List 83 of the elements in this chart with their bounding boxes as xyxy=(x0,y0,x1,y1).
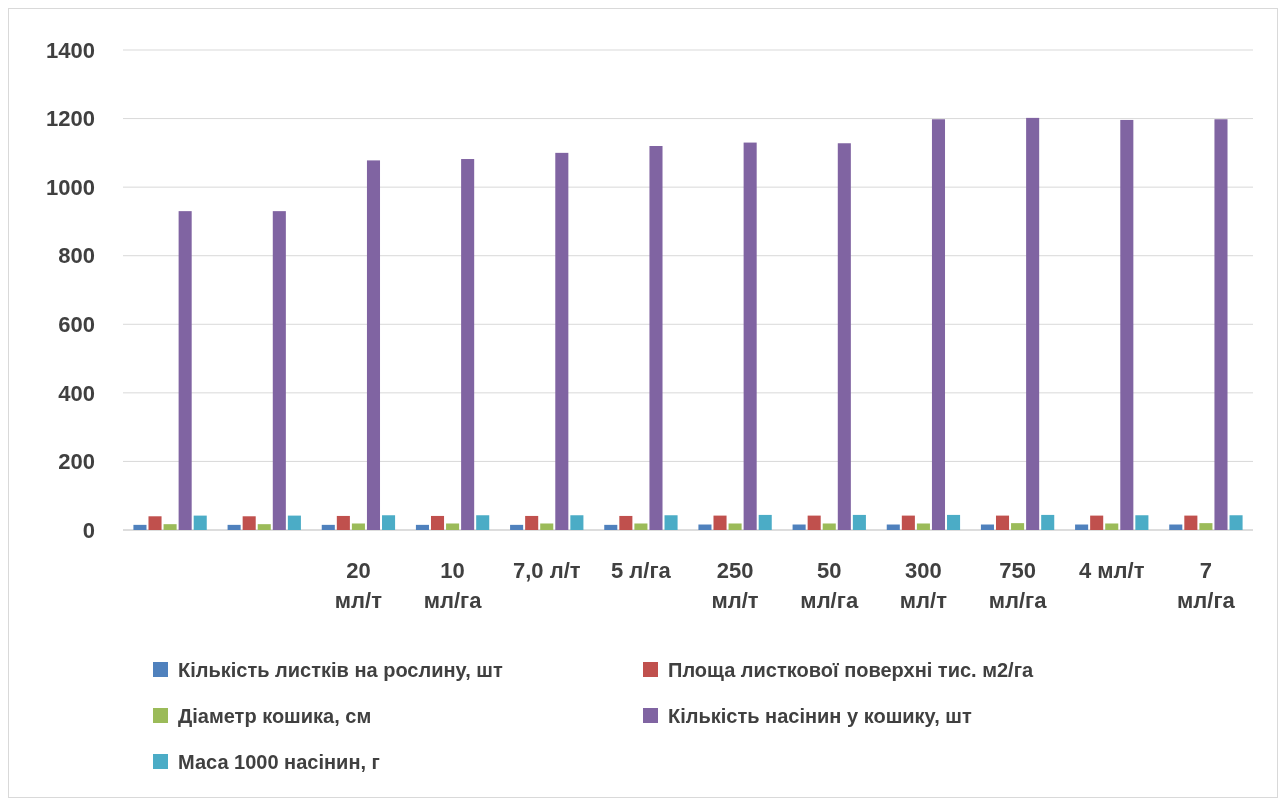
x-tick-label: 300 мл/т xyxy=(899,558,948,613)
bar xyxy=(287,515,301,530)
bar xyxy=(366,160,381,530)
legend-label: Кількість насінин у кошику, шт xyxy=(668,705,973,727)
x-tick-label: 50 мл/га xyxy=(800,558,859,613)
bar xyxy=(1011,523,1025,530)
legend-label: Діаметр кошика, см xyxy=(178,705,372,727)
bar xyxy=(947,514,961,530)
bar xyxy=(995,515,1010,530)
bar xyxy=(649,146,663,530)
bar xyxy=(916,523,930,530)
bar xyxy=(178,211,192,530)
bar xyxy=(1105,523,1119,530)
y-tick-label: 800 xyxy=(58,243,95,269)
bar xyxy=(664,515,678,530)
bar xyxy=(1199,523,1213,530)
bar xyxy=(822,523,836,530)
bar xyxy=(446,523,460,530)
bar xyxy=(272,211,286,530)
bar xyxy=(148,516,162,530)
bar xyxy=(415,524,429,530)
bar xyxy=(1026,117,1040,530)
bar xyxy=(728,523,742,530)
y-tick-label: 1200 xyxy=(46,106,95,132)
bar xyxy=(1169,524,1183,530)
bar xyxy=(570,515,584,530)
bar xyxy=(430,515,445,530)
bar xyxy=(1041,514,1055,530)
bar xyxy=(525,515,539,530)
bar xyxy=(619,515,633,530)
bar xyxy=(163,524,177,530)
y-tick-label: 200 xyxy=(58,449,95,475)
bar xyxy=(540,523,554,530)
bar xyxy=(713,515,727,530)
bar xyxy=(1135,515,1149,530)
bar xyxy=(852,514,866,530)
x-tick-label: 5 л/га xyxy=(610,558,672,583)
bar xyxy=(242,516,256,530)
bar xyxy=(555,152,569,530)
bar xyxy=(604,524,618,530)
bar xyxy=(227,524,241,530)
x-tick-label: 20 мл/т xyxy=(334,558,383,613)
x-tick-label: 4 мл/т xyxy=(1079,558,1145,583)
bar xyxy=(837,143,851,530)
bar xyxy=(336,515,350,530)
y-tick-label: 1000 xyxy=(46,174,95,200)
y-tick-label: 1400 xyxy=(46,37,95,63)
bar xyxy=(1090,515,1104,530)
bar xyxy=(461,159,475,530)
bar xyxy=(1075,524,1089,530)
y-tick-label: 600 xyxy=(58,311,95,337)
bar xyxy=(193,515,207,530)
bar xyxy=(886,524,900,530)
bar xyxy=(1184,515,1198,530)
x-tick-label: 10 мл/га xyxy=(423,558,483,613)
bar xyxy=(257,524,271,530)
legend-label: Маса 1000 насінин, г xyxy=(178,751,380,773)
bar xyxy=(476,515,490,530)
legend-label: Площа листкової поверхні тис. м2/га xyxy=(668,659,1034,681)
bar xyxy=(758,514,772,530)
bar xyxy=(382,515,396,530)
bar xyxy=(807,515,821,530)
y-tick-label: 0 xyxy=(82,517,95,543)
bar xyxy=(634,523,648,530)
bar xyxy=(698,524,712,530)
bar xyxy=(1120,119,1134,530)
bar xyxy=(351,523,365,530)
x-tick-label: 750 мл/га xyxy=(988,558,1048,613)
bar xyxy=(133,524,147,530)
x-tick-label: 7,0 л/т xyxy=(512,558,581,583)
bar xyxy=(510,524,524,530)
legend-label: Кількість листків на рослину, шт xyxy=(178,659,503,681)
bar xyxy=(743,142,757,530)
x-tick-label: 250 мл/т xyxy=(711,558,759,613)
bar xyxy=(1214,119,1228,530)
bar xyxy=(901,515,915,530)
bar xyxy=(792,524,806,530)
x-tick-label: 7 мл/га xyxy=(1177,558,1236,613)
y-tick-label: 400 xyxy=(58,380,95,406)
bar xyxy=(931,119,946,530)
bar xyxy=(1229,515,1243,530)
bar xyxy=(321,524,335,530)
bar xyxy=(980,524,994,530)
